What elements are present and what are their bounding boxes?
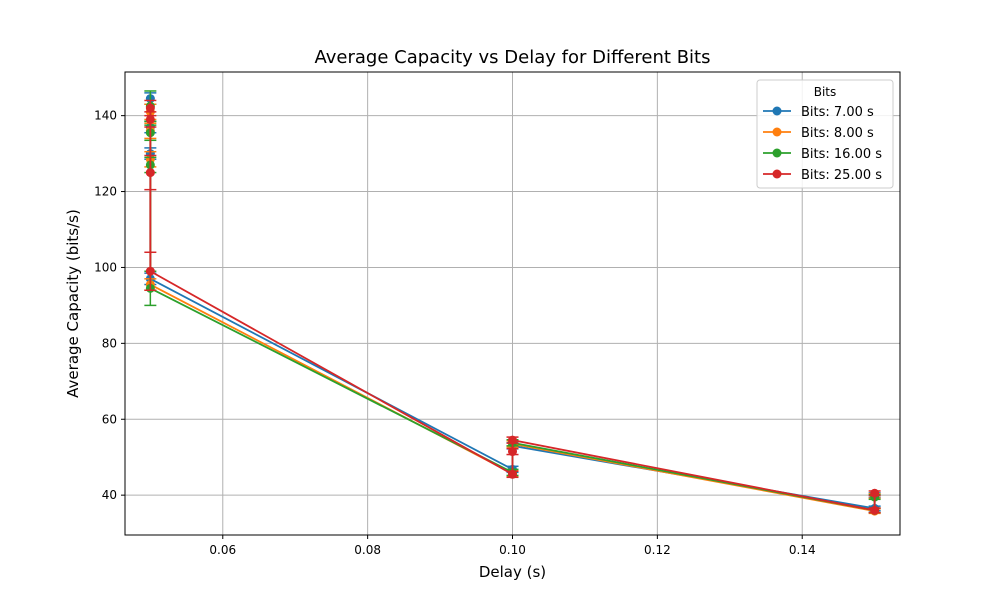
x-tick-label: 0.08: [354, 543, 381, 557]
x-axis-label: Delay (s): [479, 563, 546, 581]
ticks: 0.06 0.08 0.10 0.12 0.14 40 60 80 100 120 140: [94, 109, 815, 557]
y-tick-label: 100: [94, 260, 117, 274]
legend-marker: [772, 127, 782, 137]
legend-title: Bits: [814, 85, 837, 99]
data-point: [508, 447, 517, 457]
legend-label: Bits: 25.00 s: [801, 168, 882, 183]
y-tick-label: 80: [102, 336, 117, 350]
data-point: [145, 103, 155, 113]
legend: Bits Bits: 7.00 s Bits: 8.00 s Bits: 16.00…: [756, 79, 894, 189]
y-tick-label: 140: [94, 109, 117, 123]
x-tick-label: 0.10: [499, 543, 526, 557]
series-layer: [144, 90, 881, 516]
legend-marker: [772, 106, 782, 116]
y-tick-label: 40: [102, 488, 117, 502]
legend-label: Bits: 16.00 s: [801, 147, 882, 162]
x-tick-label: 0.12: [644, 543, 671, 557]
y-tick-label: 60: [102, 412, 117, 426]
legend-label: Bits: 8.00 s: [801, 126, 874, 141]
legend-marker: [772, 148, 782, 158]
y-tick-label: 120: [94, 185, 117, 199]
data-point: [508, 469, 517, 479]
legend-label: Bits: 7.00 s: [801, 105, 874, 120]
chart-title: Average Capacity vs Delay for Different …: [315, 47, 711, 68]
data-point: [870, 488, 880, 498]
legend-marker: [772, 169, 782, 179]
series-4: [144, 99, 881, 515]
y-axis-label: Average Capacity (bits/s): [64, 209, 82, 398]
x-tick-label: 0.06: [209, 543, 236, 557]
data-point: [145, 168, 155, 178]
x-tick-label: 0.14: [789, 543, 816, 557]
data-point: [145, 266, 155, 276]
legend-frame: [756, 79, 894, 189]
data-point: [508, 435, 517, 445]
data-point: [145, 114, 155, 124]
data-point: [870, 505, 880, 515]
